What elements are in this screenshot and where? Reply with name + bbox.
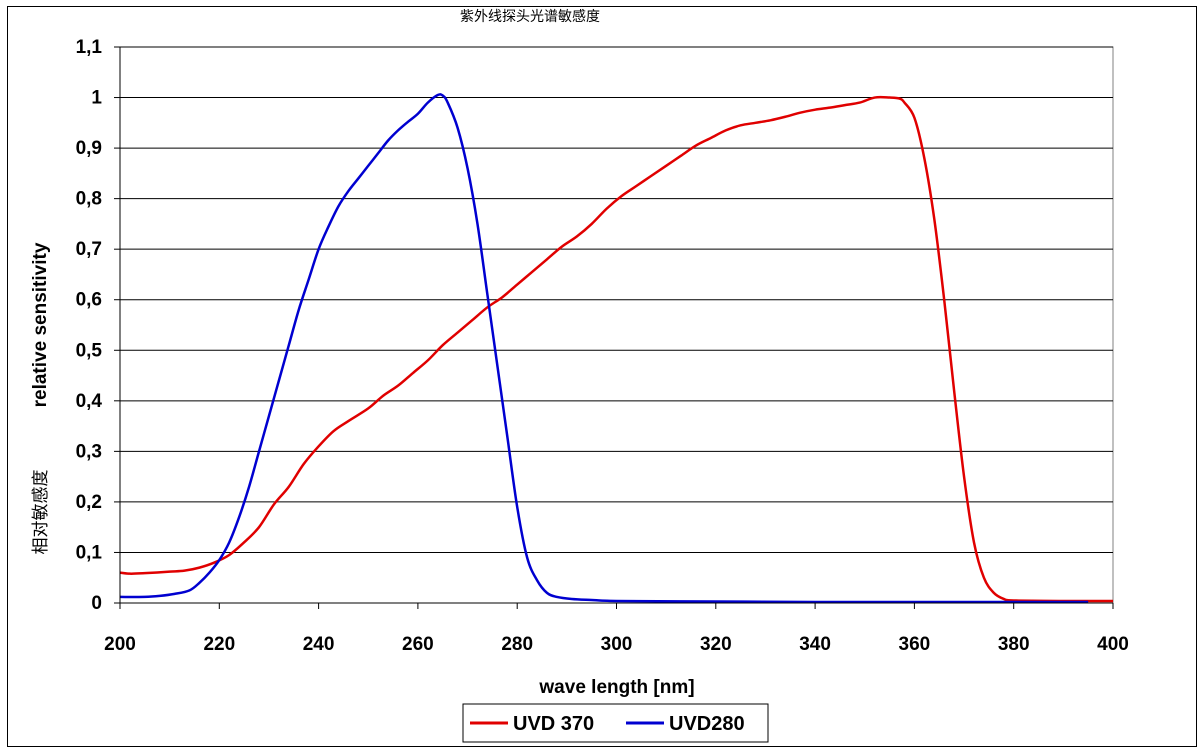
y-tick-label: 0,1 (76, 542, 103, 563)
y-tick-label: 0,3 (76, 441, 102, 462)
y-axis-label: relative sensitivity (30, 242, 51, 407)
x-tick-label: 300 (601, 634, 633, 655)
legend-box (462, 703, 769, 743)
plot-area (119, 46, 1114, 604)
y-tick-label: 0 (91, 593, 102, 614)
x-tick-label: 340 (799, 634, 831, 655)
y-tick-label: 0,6 (76, 290, 102, 311)
x-tick-label: 220 (203, 634, 235, 655)
y-tick-label: 0,5 (76, 340, 103, 361)
y-tick-label: 0,8 (76, 189, 102, 210)
x-tick-label: 280 (501, 634, 533, 655)
x-tick-label: 240 (303, 634, 335, 655)
y-tick-label: 0,9 (76, 138, 102, 159)
chart-title: 紫外线探头光谱敏感度 (460, 8, 600, 25)
series-line-uvd280 (119, 93, 1089, 604)
y-tick-label: 1,1 (76, 37, 103, 58)
x-axis-label: wave length [nm] (538, 677, 694, 698)
y-tick-label: 0,7 (76, 239, 102, 260)
legend: UVD 370 UVD280 (462, 703, 769, 743)
y-tick-label: 1 (91, 88, 102, 109)
x-tick-label: 380 (998, 634, 1030, 655)
x-tick-label: 200 (104, 634, 136, 655)
y-axis-label-cn: 相对敏感度 (31, 470, 51, 555)
x-tick-label: 360 (899, 634, 931, 655)
y-tick-label: 0,4 (76, 391, 103, 412)
y-tick-label: 0,2 (76, 492, 102, 513)
legend-label: UVD 370 (513, 713, 594, 735)
x-tick-label: 400 (1097, 634, 1129, 655)
series-line-uvd-370 (119, 95, 1114, 603)
legend-label: UVD280 (669, 713, 745, 735)
x-tick-label: 260 (402, 634, 434, 655)
x-tick-label: 320 (700, 634, 732, 655)
